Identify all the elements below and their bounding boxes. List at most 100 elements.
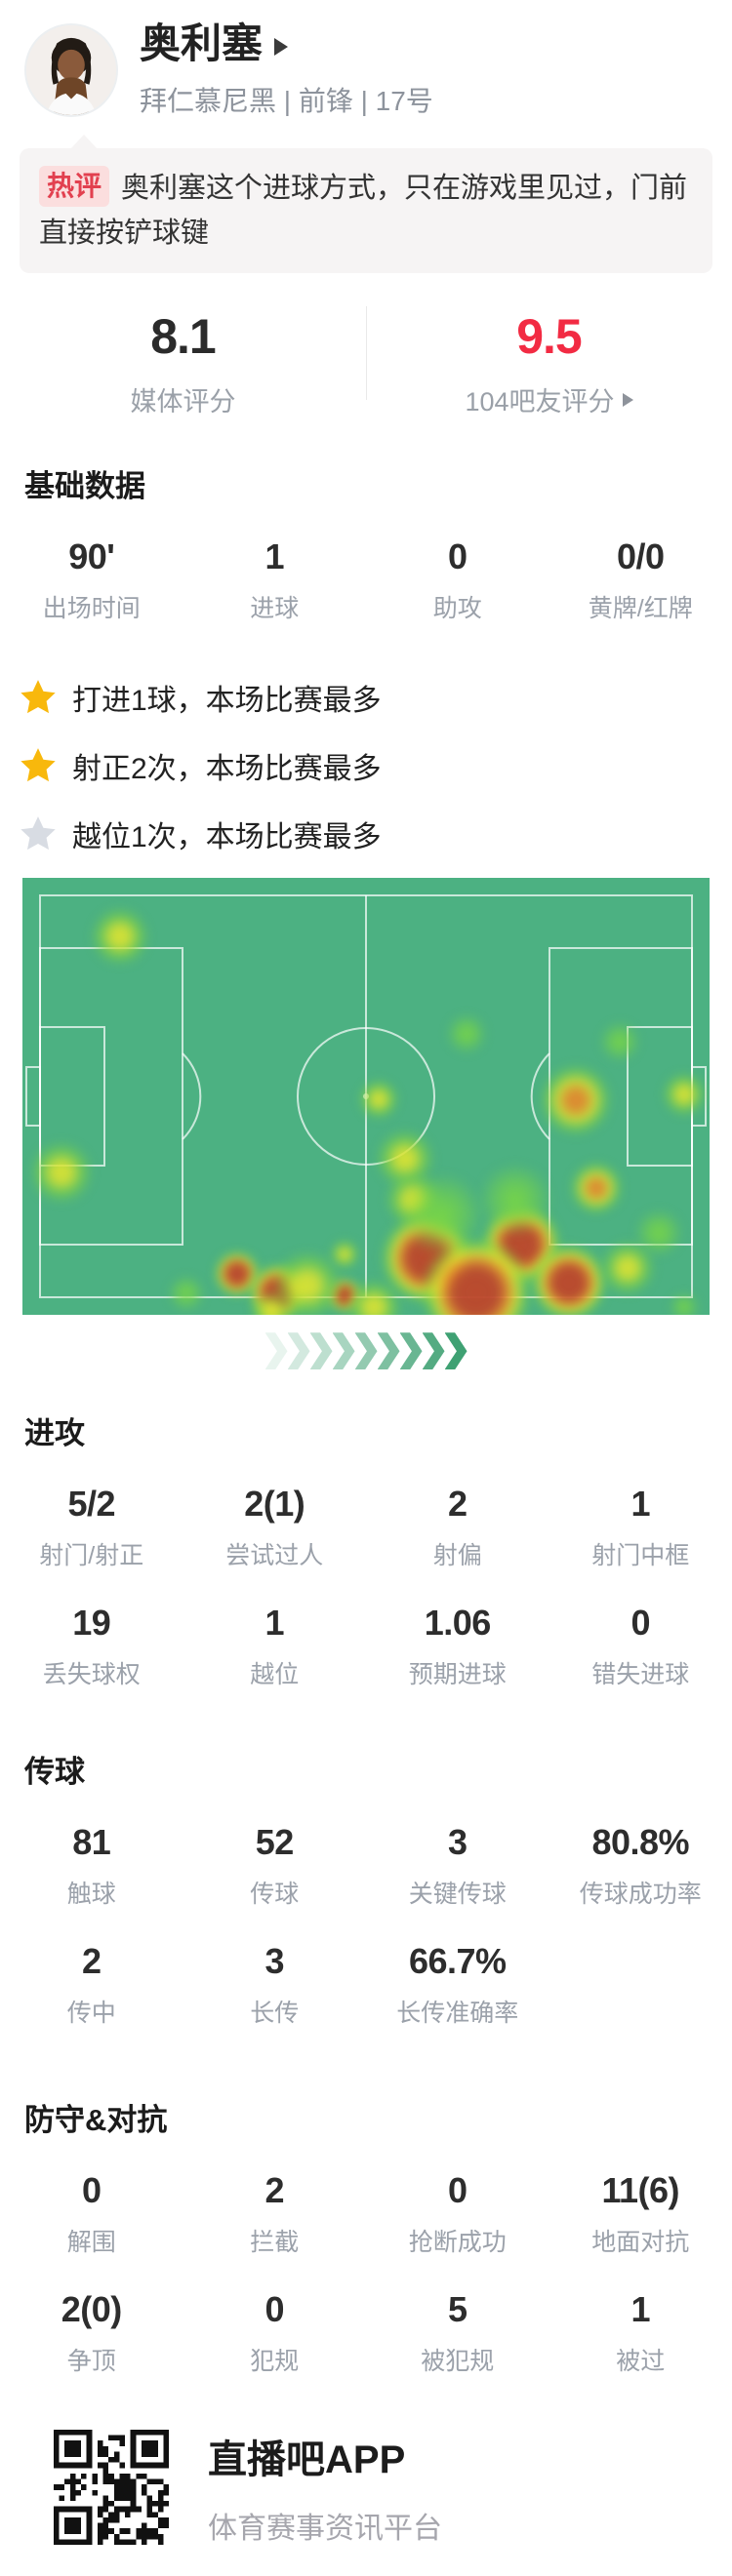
stat-label: 地面对抗 — [549, 2223, 732, 2258]
stat-fouls: 0 犯规 — [183, 2264, 367, 2383]
expand-arrow-icon — [274, 38, 288, 56]
chevron-icon — [400, 1332, 423, 1369]
stat-dribbled-past: 1 被过 — [549, 2264, 732, 2383]
stat-dribbles: 2(1) 尝试过人 — [183, 1458, 367, 1577]
heat-blob — [598, 1239, 657, 1297]
stat-label: 传球成功率 — [549, 1875, 732, 1910]
stat-value: 2(0) — [0, 2289, 183, 2330]
player-avatar[interactable] — [24, 23, 118, 117]
stat-tackles-won: 0 抢断成功 — [366, 2145, 549, 2264]
section-title-defense: 防守&对抗 — [0, 2095, 732, 2139]
stat-value: 1 — [549, 2289, 732, 2330]
fans-rating-value: 9.5 — [366, 308, 732, 365]
stat-goals: 1 进球 — [183, 511, 367, 630]
stat-label: 被犯规 — [366, 2342, 549, 2377]
stat-value: 1 — [183, 536, 367, 577]
heat-blob — [28, 1139, 95, 1206]
ratings-row: 8.1 媒体评分 9.5 104吧友评分 — [0, 289, 732, 432]
stat-label: 进球 — [183, 589, 367, 624]
stat-label: 射门中框 — [549, 1536, 732, 1571]
stat-cards: 0/0 黄牌/红牌 — [549, 511, 732, 630]
stat-value: 11(6) — [549, 2170, 732, 2211]
stat-label: 出场时间 — [0, 589, 183, 624]
highlight-text: 射正2次，本场比赛最多 — [72, 744, 382, 787]
player-team-info: 拜仁慕尼黑 | 前锋 | 17号 — [140, 80, 433, 119]
stat-key-passes: 3 关键传球 — [366, 1797, 549, 1916]
media-rating-value: 8.1 — [0, 308, 366, 365]
stat-value: 5/2 — [0, 1484, 183, 1525]
stat-label: 越位 — [183, 1655, 367, 1690]
player-name-row[interactable]: 奥利塞 — [140, 21, 433, 66]
fans-rating-label[interactable]: 104吧友评分 — [366, 380, 732, 418]
star-gold-icon — [18, 745, 59, 786]
stat-minutes: 90' 出场时间 — [0, 511, 183, 630]
stat-value: 0 — [366, 2170, 549, 2211]
highlight-text: 打进1球，本场比赛最多 — [72, 676, 382, 719]
highlights-list: 打进1球，本场比赛最多 射正2次，本场比赛最多 越位1次，本场比赛最多 — [18, 663, 732, 868]
stat-value: 2 — [183, 2170, 367, 2211]
stat-value: 0 — [183, 2289, 367, 2330]
hot-comment-badge: 热评 — [39, 166, 109, 207]
chevron-icon — [423, 1332, 445, 1369]
stat-label: 触球 — [0, 1875, 183, 1910]
stat-value: 2 — [0, 1941, 183, 1982]
media-rating-label-text: 媒体评分 — [131, 380, 236, 418]
stat-ground-duels: 11(6) 地面对抗 — [549, 2145, 732, 2264]
stat-label: 抢断成功 — [366, 2223, 549, 2258]
heat-blob — [357, 1078, 400, 1121]
stat-label: 助攻 — [366, 589, 549, 624]
stat-label: 黄牌/红牌 — [549, 589, 732, 624]
fans-rating[interactable]: 9.5 104吧友评分 — [366, 308, 732, 418]
stat-label: 被过 — [549, 2342, 732, 2377]
stat-label: 丢失球权 — [0, 1655, 183, 1690]
player-heatmap — [22, 878, 710, 1315]
stat-empty — [549, 1916, 732, 2035]
stat-value: 0 — [549, 1603, 732, 1644]
stat-label: 射偏 — [366, 1536, 549, 1571]
star-gray-icon — [18, 813, 59, 854]
chevron-icon — [355, 1332, 378, 1369]
stat-value: 3 — [183, 1941, 367, 1982]
stat-value: 1 — [183, 1603, 367, 1644]
stat-label: 传中 — [0, 1994, 183, 2029]
stat-long-ball-accuracy: 66.7%长传准确率 — [366, 1916, 549, 2035]
stat-assists: 0 助攻 — [366, 511, 549, 630]
section-title-basic: 基础数据 — [0, 461, 732, 505]
stat-value: 90' — [0, 536, 183, 577]
app-tagline: 体育赛事资讯平台 — [208, 2504, 442, 2547]
stat-clearances: 0 解围 — [0, 2145, 183, 2264]
chevron-icon — [310, 1332, 333, 1369]
fans-rating-label-text: 104吧友评分 — [465, 380, 614, 418]
stat-value: 19 — [0, 1603, 183, 1644]
stat-label: 解围 — [0, 2223, 183, 2258]
heat-blob — [669, 1291, 700, 1315]
stat-value: 3 — [366, 1822, 549, 1863]
heat-blob — [445, 1012, 488, 1055]
stat-label: 尝试过人 — [183, 1536, 367, 1571]
heat-blob — [476, 1161, 554, 1239]
section-title-attack: 进攻 — [0, 1408, 732, 1452]
chevron-icon — [445, 1332, 468, 1369]
stat-label: 犯规 — [183, 2342, 367, 2377]
basic-stats-grid: 90' 出场时间 1 进球 0 助攻 0/0 黄牌/红牌 — [0, 511, 732, 630]
stat-aerial-duels: 2(0)争顶 — [0, 2264, 183, 2383]
chevron-icon — [288, 1332, 310, 1369]
app-name: 直播吧APP — [208, 2428, 442, 2484]
stat-label: 长传准确率 — [366, 1994, 549, 2029]
stat-value: 0 — [0, 2170, 183, 2211]
heat-blob — [598, 1020, 641, 1063]
highlight-item: 越位1次，本场比赛最多 — [18, 800, 732, 868]
heat-blob — [539, 1063, 613, 1137]
stat-value: 0 — [366, 536, 549, 577]
player-name: 奥利塞 — [140, 21, 263, 66]
stat-value: 2(1) — [183, 1484, 367, 1525]
stat-value: 0/0 — [549, 536, 732, 577]
stat-label: 关键传球 — [366, 1875, 549, 1910]
